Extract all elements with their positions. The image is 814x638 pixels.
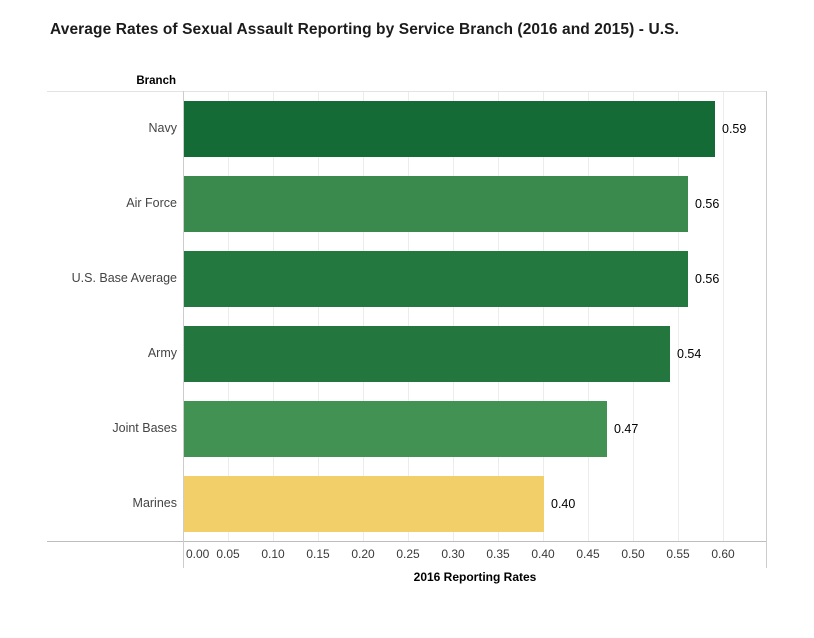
gridline-0.10	[273, 92, 274, 541]
x-axis-line	[47, 541, 767, 542]
value-label-navy: 0.59	[722, 122, 747, 136]
row-label-marines: Marines	[132, 496, 177, 510]
x-axis-title: 2016 Reporting Rates	[413, 570, 537, 584]
gridline-0.45	[588, 92, 589, 541]
bar-air-force[interactable]	[184, 176, 688, 232]
row-label-army: Army	[147, 346, 177, 360]
gridline-0.20	[363, 92, 364, 541]
gridline-0.30	[453, 92, 454, 541]
x-tick-label-0.50: 0.50	[621, 547, 645, 561]
x-tick-label-0.40: 0.40	[531, 547, 555, 561]
x-tick-label-0.05: 0.05	[216, 547, 240, 561]
bar-navy[interactable]	[184, 101, 715, 157]
bar-marines[interactable]	[184, 476, 544, 532]
gridline-0.55	[678, 92, 679, 541]
category-field-label: Branch	[136, 75, 176, 87]
gridline-0.60	[723, 92, 724, 541]
row-label-air-force: Air Force	[126, 196, 177, 210]
bar-u-s-base-average[interactable]	[184, 251, 688, 307]
x-tick-label-0.00: 0.00	[186, 547, 210, 561]
gridline-0.35	[498, 92, 499, 541]
gridline-0.50	[633, 92, 634, 541]
gridline-0.05	[228, 92, 229, 541]
chart-title: Average Rates of Sexual Assault Reportin…	[50, 21, 680, 38]
plot-right-border	[766, 91, 767, 568]
x-tick-label-0.30: 0.30	[441, 547, 465, 561]
row-label-joint-bases: Joint Bases	[112, 421, 177, 435]
x-tick-label-0.20: 0.20	[351, 547, 375, 561]
x-tick-label-0.10: 0.10	[261, 547, 285, 561]
value-label-joint-bases: 0.47	[614, 422, 639, 436]
gridline-0.25	[408, 92, 409, 541]
x-tick-label-0.25: 0.25	[396, 547, 420, 561]
x-tick-label-0.35: 0.35	[486, 547, 510, 561]
value-label-air-force: 0.56	[695, 197, 720, 211]
row-label-u-s-base-average: U.S. Base Average	[71, 271, 177, 285]
value-label-army: 0.54	[677, 347, 702, 361]
bar-joint-bases[interactable]	[184, 401, 607, 457]
bar-army[interactable]	[184, 326, 670, 382]
value-label-u-s-base-average: 0.56	[695, 272, 720, 286]
plot-left-border	[183, 91, 184, 568]
row-label-navy: Navy	[148, 121, 177, 135]
plot-top-border	[47, 91, 767, 92]
x-tick-label-0.60: 0.60	[711, 547, 735, 561]
x-tick-label-0.15: 0.15	[306, 547, 330, 561]
value-label-marines: 0.40	[551, 497, 576, 511]
gridline-0.15	[318, 92, 319, 541]
x-tick-label-0.55: 0.55	[666, 547, 690, 561]
x-tick-label-0.45: 0.45	[576, 547, 600, 561]
gridline-0.40	[543, 92, 544, 541]
